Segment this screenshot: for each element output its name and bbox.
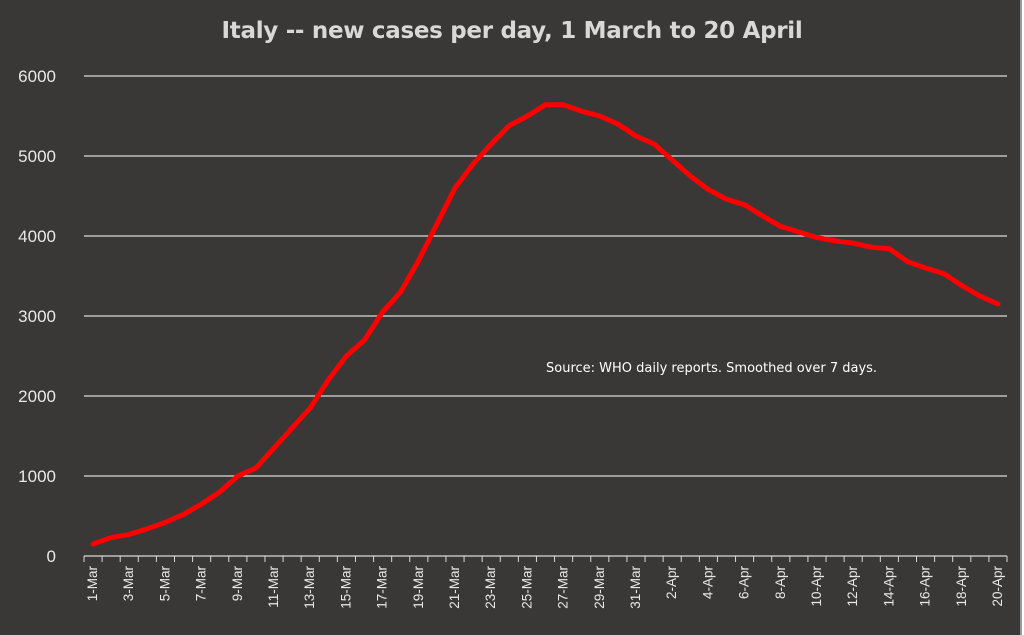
- x-tick-label: 31-Mar: [628, 566, 643, 609]
- x-tick-label: 18-Apr: [954, 566, 969, 607]
- x-tick-label: 29-Mar: [592, 566, 607, 609]
- x-axis: [83, 555, 1008, 562]
- x-tick-label: 11-Mar: [266, 566, 281, 608]
- y-tick-label: 4000: [18, 227, 56, 246]
- x-tick-label: 21-Mar: [447, 566, 462, 609]
- x-tick-label: 9-Mar: [230, 566, 245, 602]
- x-tick-label: 20-Apr: [990, 566, 1005, 607]
- y-tick-label: 2000: [18, 387, 56, 406]
- x-tick-label: 1-Mar: [85, 566, 100, 602]
- y-tick-label: 6000: [18, 67, 56, 86]
- x-tick-label: 14-Apr: [881, 566, 896, 607]
- series-group: [90, 102, 1001, 547]
- x-tick-label: 6-Apr: [737, 565, 752, 599]
- x-tick-label: 12-Apr: [845, 566, 860, 607]
- y-tick-label: 3000: [18, 307, 56, 326]
- x-tick-label: 4-Apr: [700, 565, 715, 599]
- x-tick-label: 25-Mar: [519, 566, 534, 609]
- y-axis-ticks: 0 1000 2000 3000 4000 5000 6000: [18, 67, 56, 566]
- x-tick-label: 16-Apr: [918, 566, 933, 607]
- y-tick-label: 1000: [18, 467, 56, 486]
- x-tick-label: 15-Mar: [338, 566, 353, 609]
- x-tick-label: 3-Mar: [121, 566, 136, 602]
- x-tick-label: 2-Apr: [664, 565, 679, 599]
- source-annotation: Source: WHO daily reports. Smoothed over…: [546, 361, 877, 376]
- x-tick-label: 5-Mar: [157, 566, 172, 602]
- x-axis-ticks: 1-Mar 3-Mar 5-Mar 7-Mar 9-Mar 11-Mar 13-Mar 15-…: [85, 565, 1005, 608]
- y-tick-label: 5000: [18, 147, 56, 166]
- x-tick-label: 17-Mar: [375, 566, 390, 609]
- x-tick-label: 23-Mar: [483, 566, 498, 609]
- x-tick-label: 7-Mar: [194, 566, 209, 602]
- y-tick-label: 0: [47, 547, 56, 566]
- gridlines: [84, 75, 1007, 477]
- x-tick-label: 27-Mar: [556, 566, 571, 609]
- x-tick-label: 10-Apr: [809, 566, 824, 607]
- series-line: [90, 102, 1001, 547]
- x-tick-label: 8-Apr: [773, 565, 788, 599]
- x-tick-label: 13-Mar: [302, 566, 317, 609]
- x-tick-label: 19-Mar: [411, 566, 426, 609]
- chart-title: Italy -- new cases per day, 1 March to 2…: [221, 18, 803, 44]
